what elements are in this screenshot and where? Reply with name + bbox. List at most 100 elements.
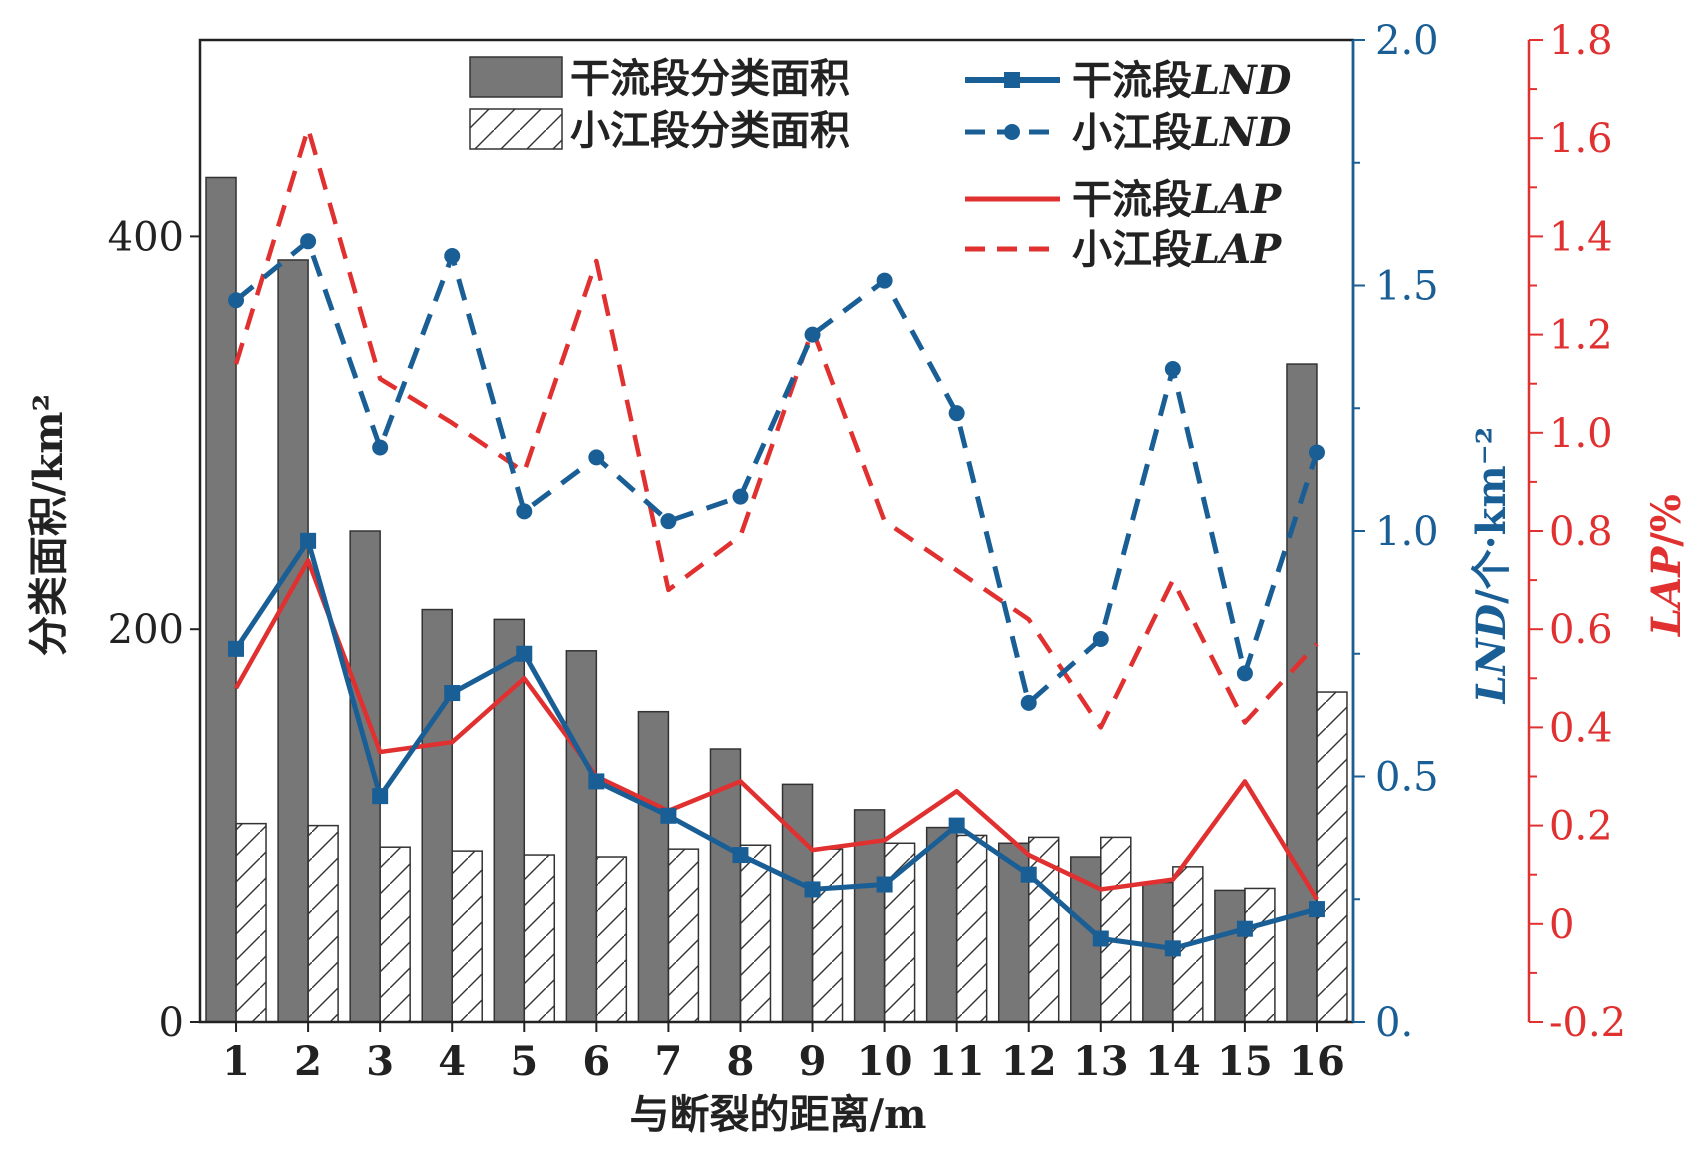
xiaojiang-lnd-point xyxy=(1020,694,1037,711)
xiaojiang-lnd-point xyxy=(804,326,821,343)
y-right2-tick-label: 1.2 xyxy=(1549,313,1613,359)
bar-main-area xyxy=(565,650,598,1023)
x-tick-label: 16 xyxy=(1289,1038,1345,1085)
xiaojiang-lnd-line xyxy=(234,238,1320,706)
xiaojiang-lnd-point xyxy=(660,513,677,530)
main-lnd-point xyxy=(660,807,677,824)
xiaojiang-lap-line xyxy=(233,126,1319,730)
x-tick-label: 12 xyxy=(1001,1038,1057,1085)
x-axis-title: 与断裂的距离/m xyxy=(630,1091,927,1138)
x-tick-label: 4 xyxy=(438,1038,466,1085)
x-tick-label: 10 xyxy=(857,1038,913,1085)
legend-swatch-main-area xyxy=(469,56,563,98)
main-lnd-line xyxy=(233,538,1318,951)
y-right1-tick-label: 0.5 xyxy=(1375,755,1439,801)
y-axis-right1-title: LND/个·km⁻² xyxy=(1468,427,1515,705)
bars-layer xyxy=(205,176,1348,1023)
xiaojiang-lnd-point xyxy=(300,233,317,250)
xiaojiang-lnd-point xyxy=(588,449,605,466)
ticks-layer: 1 2 3 4 5 6 7 8 9 10 11 12 13 14 15 1602004000.0.51.01.… xyxy=(108,18,1627,1085)
legend-label-main-lap: 干流段LAP xyxy=(1072,176,1283,223)
y-left-tick-label: 200 xyxy=(108,607,184,653)
x-tick-label: 11 xyxy=(929,1038,985,1085)
main-lnd-point xyxy=(732,847,749,864)
main-lnd-point xyxy=(228,640,245,657)
bar-main-area xyxy=(1142,881,1174,1023)
y-right2-tick-label: -0.2 xyxy=(1549,1000,1626,1046)
bar-main-area xyxy=(925,826,958,1023)
bar-xiaojiang-area xyxy=(1244,887,1276,1023)
bar-main-area xyxy=(421,608,453,1023)
main-lnd-point xyxy=(300,532,317,549)
y-right2-tick-label: 1.0 xyxy=(1549,411,1613,457)
legend-xiaojiang-lap-suffix: LAP xyxy=(1191,226,1283,273)
main-lnd-point xyxy=(1308,901,1325,918)
xiaojiang-lnd-point xyxy=(1236,665,1253,682)
bar-xiaojiang-area xyxy=(451,850,483,1023)
legend-label-xiaojiang-lap: 小江段LAP xyxy=(1072,226,1283,273)
xiaojiang-lnd-point xyxy=(948,405,965,422)
y-right2-tick-label: 0.8 xyxy=(1549,509,1613,555)
y-right2-tick-label: 0 xyxy=(1549,902,1574,948)
y-right2-tick-label: 0.2 xyxy=(1549,804,1613,850)
lap-axis-label: LAP xyxy=(1643,545,1690,637)
bar-xiaojiang-area xyxy=(307,824,339,1023)
bar-xiaojiang-area xyxy=(739,844,772,1023)
bar-xiaojiang-area xyxy=(1316,691,1348,1023)
y-left-tick-label: 400 xyxy=(108,214,184,260)
legend-label-main-lnd: 干流段LND xyxy=(1072,57,1292,104)
y-right1-tick-label: 1.5 xyxy=(1375,264,1439,310)
x-tick-label: 8 xyxy=(727,1038,755,1085)
x-tick-label: 9 xyxy=(799,1038,827,1085)
y-right2-tick-label: 1.8 xyxy=(1549,18,1613,64)
x-tick-label: 15 xyxy=(1217,1038,1273,1085)
y-right1-tick-label: 2.0 xyxy=(1375,18,1439,64)
main-lnd-point xyxy=(516,645,533,662)
bar-main-area xyxy=(1214,889,1246,1023)
y-right2-tick-label: 1.4 xyxy=(1549,214,1613,260)
legend-xiaojiang-lap-prefix: 小江段 xyxy=(1072,226,1192,273)
main-lnd-point xyxy=(444,685,461,702)
legend-label-main-area: 干流段分类面积 xyxy=(570,55,850,102)
main-lnd-point xyxy=(372,788,389,805)
x-tick-label: 7 xyxy=(654,1038,682,1085)
x-tick-label: 14 xyxy=(1145,1038,1201,1085)
legend-main-lnd-suffix: LND xyxy=(1191,57,1292,104)
y-right2-tick-label: 0.4 xyxy=(1549,705,1613,751)
y-right1-tick-label: 0. xyxy=(1375,1000,1413,1046)
bar-main-area xyxy=(205,176,237,1023)
legend-main-lnd-prefix: 干流段 xyxy=(1072,57,1192,104)
xiaojiang-lnd-point xyxy=(372,439,389,456)
main-lnd-point xyxy=(1020,866,1037,883)
x-tick-label: 1 xyxy=(222,1038,250,1085)
bar-xiaojiang-area xyxy=(595,856,628,1023)
legend-xiaojiang-lnd-prefix: 小江段 xyxy=(1072,109,1192,156)
xiaojiang-lnd-point xyxy=(516,503,533,520)
xiaojiang-lnd-point xyxy=(1164,360,1181,377)
x-tick-label: 13 xyxy=(1073,1038,1129,1085)
legend-main-lap-prefix: 干流段 xyxy=(1072,176,1192,223)
bar-xiaojiang-area xyxy=(955,834,988,1023)
lines-layer xyxy=(228,126,1325,957)
xiaojiang-lnd-point xyxy=(732,488,749,505)
x-tick-label: 3 xyxy=(366,1038,394,1085)
y-right1-tick-label: 1.0 xyxy=(1375,509,1439,555)
main-lnd-point xyxy=(1092,930,1109,947)
legend-label-xiaojiang-area: 小江段分类面积 xyxy=(570,107,850,154)
main-lnd-point xyxy=(876,876,893,893)
main-lnd-point xyxy=(804,881,821,898)
main-lnd-point xyxy=(588,773,605,790)
bar-main-area xyxy=(637,710,670,1023)
bar-xiaojiang-area xyxy=(235,822,267,1023)
main-lnd-point xyxy=(948,817,965,834)
legend-xiaojiang-lnd-suffix: LND xyxy=(1191,109,1292,156)
bar-main-area xyxy=(277,259,309,1023)
legend-marker-xiaojiang-lnd xyxy=(1004,124,1020,140)
legend-marker-main-lnd xyxy=(1004,72,1020,88)
bar-xiaojiang-area xyxy=(523,854,556,1023)
legend: 干流段分类面积 小江段分类面积 干流段LND 小江段LND 干流段LAP 小江段… xyxy=(469,55,1292,273)
lnd-axis-label: LND xyxy=(1468,604,1515,705)
y-right2-tick-label: 0.6 xyxy=(1549,607,1613,653)
x-tick-label: 2 xyxy=(294,1038,322,1085)
